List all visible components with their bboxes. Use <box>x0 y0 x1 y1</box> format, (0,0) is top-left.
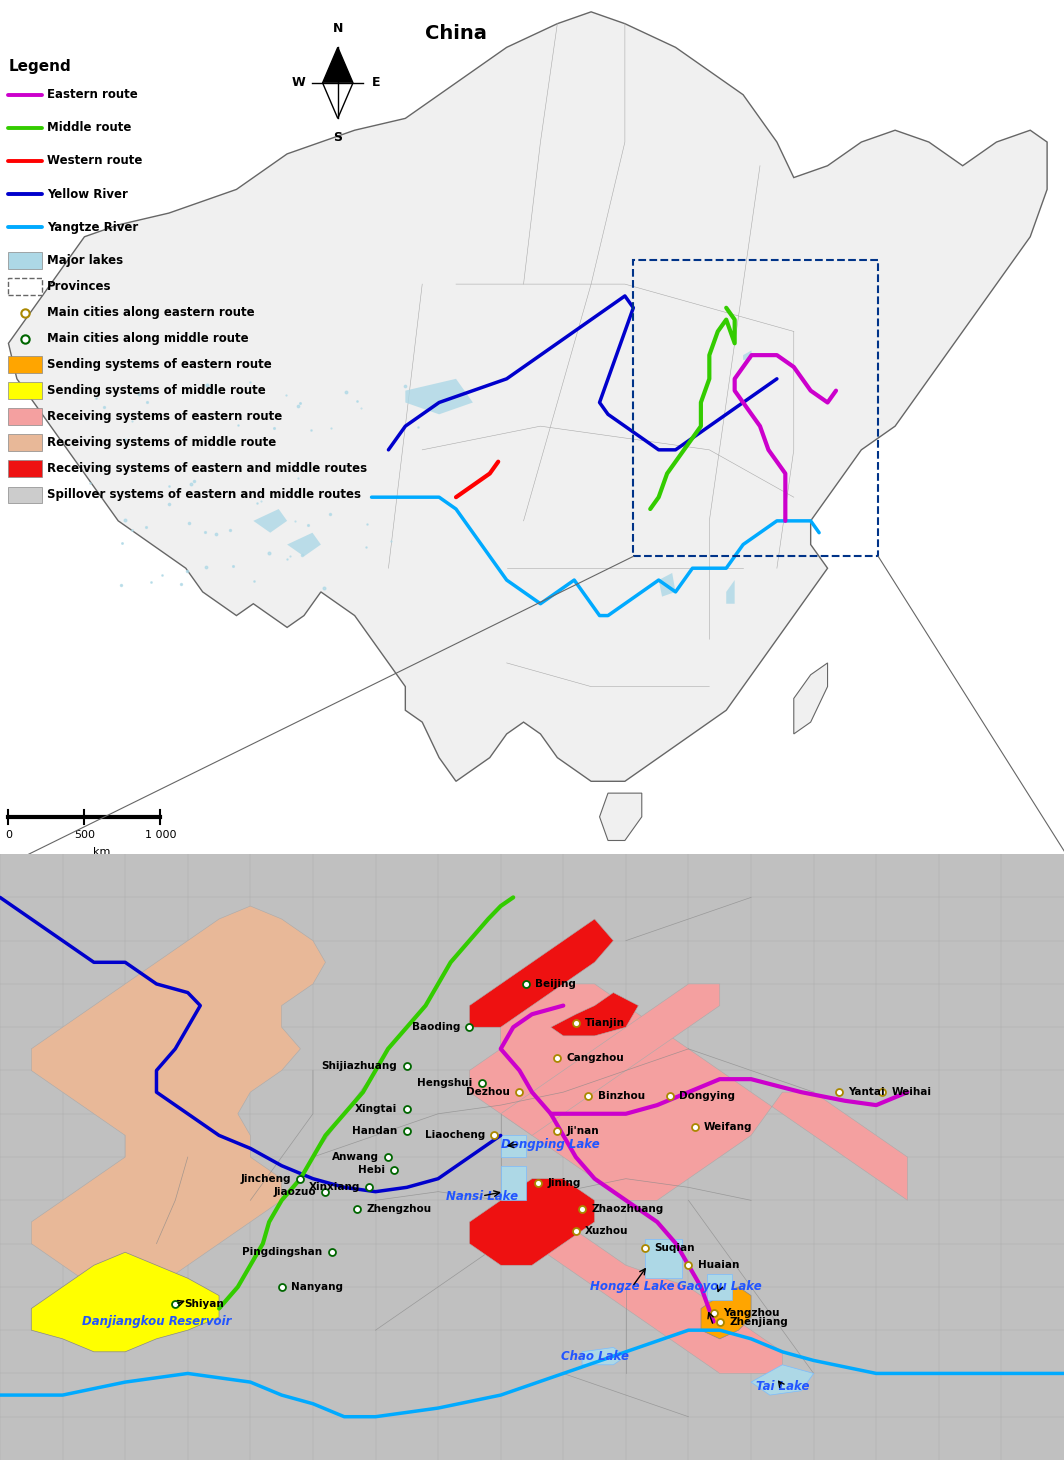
Bar <box>633 260 878 556</box>
Text: Yantai: Yantai <box>848 1088 884 1096</box>
Text: Shijiazhuang: Shijiazhuang <box>321 1061 398 1072</box>
Polygon shape <box>551 993 638 1037</box>
Text: Nansi Lake: Nansi Lake <box>446 1190 518 1203</box>
Text: Tianjin: Tianjin <box>585 1018 626 1028</box>
Text: Chao Lake: Chao Lake <box>561 1349 629 1362</box>
Text: Cangzhou: Cangzhou <box>566 1053 625 1063</box>
Polygon shape <box>701 1286 751 1339</box>
Text: Spillover systems of eastern and middle routes: Spillover systems of eastern and middle … <box>47 488 362 501</box>
Polygon shape <box>253 510 287 533</box>
Text: Baoding: Baoding <box>412 1022 460 1032</box>
Text: Anwang: Anwang <box>332 1152 379 1162</box>
Text: Jincheng: Jincheng <box>240 1174 292 1184</box>
Polygon shape <box>582 1348 626 1365</box>
Bar <box>9 356 43 372</box>
Bar <box>9 383 43 399</box>
Bar <box>501 1165 526 1200</box>
Text: Hengshui: Hengshui <box>417 1079 472 1089</box>
Text: km: km <box>93 847 110 857</box>
Text: Western route: Western route <box>47 155 143 168</box>
Text: Receiving systems of middle route: Receiving systems of middle route <box>47 437 277 450</box>
Text: Liaocheng: Liaocheng <box>425 1130 485 1140</box>
Text: Gaoyou Lake: Gaoyou Lake <box>678 1280 762 1294</box>
Text: Huaian: Huaian <box>698 1260 739 1270</box>
Polygon shape <box>501 984 719 1136</box>
Text: Danjiangkou Reservoir: Danjiangkou Reservoir <box>82 1315 231 1329</box>
Polygon shape <box>501 1209 782 1374</box>
Text: Eastern route: Eastern route <box>47 88 138 101</box>
Polygon shape <box>751 1365 814 1396</box>
Text: Dongping Lake: Dongping Lake <box>501 1137 600 1150</box>
Text: Suqian: Suqian <box>654 1242 695 1253</box>
Polygon shape <box>322 47 353 83</box>
Text: Nanyang: Nanyang <box>292 1282 343 1292</box>
Text: W: W <box>292 76 305 89</box>
Bar <box>645 1240 682 1278</box>
Polygon shape <box>31 1253 219 1352</box>
Text: S: S <box>333 131 343 145</box>
Polygon shape <box>794 663 828 734</box>
Polygon shape <box>405 378 472 415</box>
Text: Tai Lake: Tai Lake <box>755 1380 809 1393</box>
Polygon shape <box>469 984 908 1200</box>
Text: Provinces: Provinces <box>47 280 112 293</box>
Bar <box>9 253 43 269</box>
Text: Hongze Lake: Hongze Lake <box>589 1280 675 1294</box>
Text: Dezhou: Dezhou <box>466 1088 510 1096</box>
Text: N: N <box>333 22 343 35</box>
Polygon shape <box>9 12 1047 781</box>
Bar <box>9 486 43 504</box>
Polygon shape <box>743 350 751 359</box>
Text: Main cities along eastern route: Main cities along eastern route <box>47 307 255 320</box>
Polygon shape <box>659 572 676 597</box>
Text: China: China <box>425 23 487 42</box>
Bar <box>9 460 43 477</box>
Bar <box>9 409 43 425</box>
Text: Binzhou: Binzhou <box>598 1092 645 1101</box>
Bar <box>9 279 43 295</box>
Text: Pingdingshan: Pingdingshan <box>243 1247 322 1257</box>
Text: Major lakes: Major lakes <box>47 254 123 267</box>
Text: Xingtai: Xingtai <box>355 1104 398 1114</box>
Polygon shape <box>599 793 642 841</box>
Text: Yangzhou: Yangzhou <box>722 1308 780 1318</box>
Polygon shape <box>469 1178 595 1266</box>
Text: Main cities along middle route: Main cities along middle route <box>47 331 249 345</box>
Text: Yangtze River: Yangtze River <box>47 220 138 234</box>
Text: Zhengzhou: Zhengzhou <box>366 1204 431 1213</box>
Text: Legend: Legend <box>9 60 71 74</box>
Polygon shape <box>31 907 326 1308</box>
Text: Zhaozhuang: Zhaozhuang <box>592 1204 664 1213</box>
Text: Weihai: Weihai <box>892 1088 932 1096</box>
Text: Jiaozuo: Jiaozuo <box>273 1187 316 1197</box>
Text: 500: 500 <box>73 831 95 839</box>
Text: Receiving systems of eastern and middle routes: Receiving systems of eastern and middle … <box>47 463 367 476</box>
Text: Dongying: Dongying <box>679 1092 735 1101</box>
Text: 1 000: 1 000 <box>145 831 177 839</box>
Text: Handan: Handan <box>352 1126 398 1136</box>
Text: Ji'nan: Ji'nan <box>566 1126 599 1136</box>
Text: Yellow River: Yellow River <box>47 188 128 200</box>
Text: Xuzhou: Xuzhou <box>585 1225 629 1235</box>
Text: E: E <box>372 76 381 89</box>
Text: Sending systems of middle route: Sending systems of middle route <box>47 384 266 397</box>
Bar <box>9 435 43 451</box>
Text: Xinxiang: Xinxiang <box>309 1183 360 1193</box>
Polygon shape <box>469 918 613 1028</box>
Bar <box>708 1275 732 1299</box>
Text: Hebi: Hebi <box>358 1165 385 1175</box>
Text: Sending systems of eastern route: Sending systems of eastern route <box>47 358 272 371</box>
Polygon shape <box>287 533 321 556</box>
Text: Beijing: Beijing <box>535 980 576 988</box>
Text: 0: 0 <box>5 831 12 839</box>
Polygon shape <box>727 580 734 604</box>
Text: Zhenjiang: Zhenjiang <box>729 1317 788 1327</box>
Text: Jining: Jining <box>548 1178 581 1188</box>
Text: Middle route: Middle route <box>47 121 132 134</box>
Text: Weifang: Weifang <box>704 1121 752 1132</box>
Bar <box>501 1136 526 1156</box>
Text: Shiyan: Shiyan <box>185 1299 225 1310</box>
Text: Receiving systems of eastern route: Receiving systems of eastern route <box>47 410 283 423</box>
